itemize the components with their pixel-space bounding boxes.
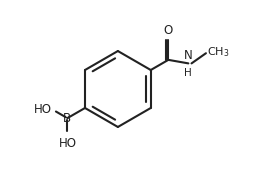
Text: CH$_3$: CH$_3$ (207, 45, 229, 59)
Text: H: H (185, 68, 192, 78)
Text: N: N (184, 49, 193, 62)
Text: HO: HO (58, 137, 76, 150)
Text: O: O (164, 23, 173, 36)
Text: B: B (63, 112, 72, 125)
Text: HO: HO (34, 103, 51, 116)
